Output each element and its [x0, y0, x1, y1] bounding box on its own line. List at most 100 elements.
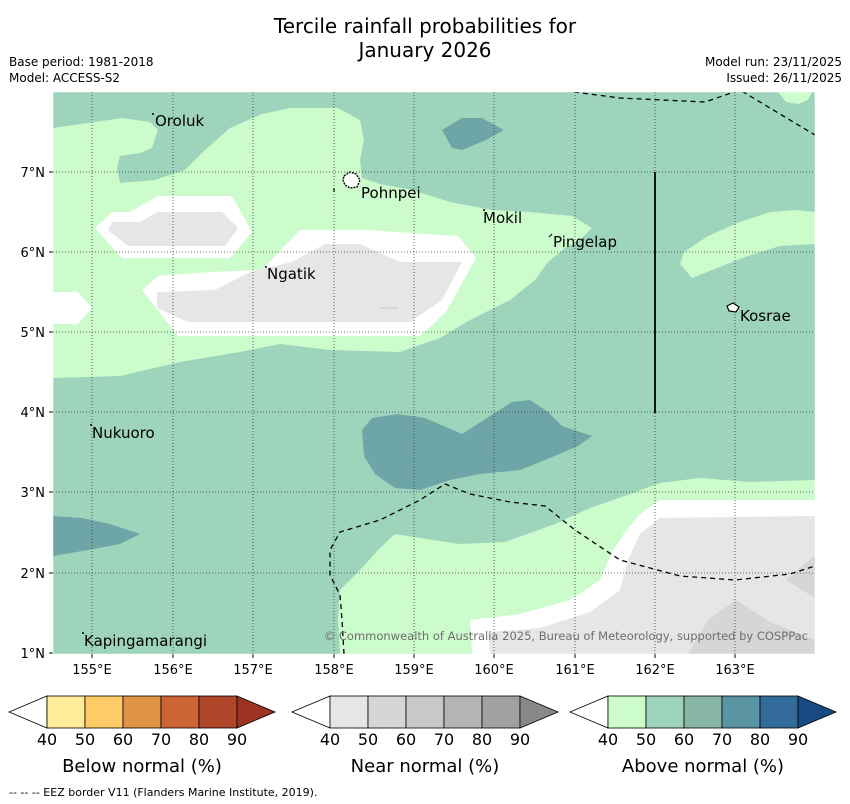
above-legend-box [683, 695, 723, 729]
place-pingelap: Pingelap [553, 233, 617, 251]
map-frame [52, 91, 816, 655]
lat-label: 3°N [21, 486, 46, 501]
lat-label: 6°N [21, 246, 46, 261]
above-legend-tick: 40 [598, 730, 618, 749]
below-legend-tick: 70 [151, 730, 171, 749]
region-above-50-topright [778, 92, 812, 104]
below-legend-box [84, 695, 124, 729]
near-legend-box [443, 695, 483, 729]
below-legend-extend-high [236, 695, 277, 729]
lat-label: 7°N [21, 166, 46, 181]
near-legend-box [405, 695, 445, 729]
lat-label: 5°N [21, 326, 46, 341]
legends: 40 50 60 70 80 90 Below normal (%) 40 50 60 70 80 90… [7, 695, 838, 777]
below-legend-caption: Below normal (%) [62, 756, 222, 777]
near-legend-extend-low [290, 695, 331, 729]
map-area: Oroluk Pohnpei Mokil Pingelap Ngatik Kos… [53, 92, 815, 654]
near-normal-region-2 [157, 244, 462, 322]
region-above-70-central [362, 400, 592, 490]
above-legend-tick: 60 [674, 730, 694, 749]
lon-label: 162°E [635, 663, 675, 678]
below-legend-box [46, 695, 86, 729]
place-nukuoro: Nukuoro [92, 424, 155, 442]
kosrae-island [726, 302, 740, 313]
kapingamarangi-atoll [82, 632, 84, 634]
above-legend-extend-high [797, 695, 838, 729]
near-legend-tick: 50 [358, 730, 378, 749]
mokil-atoll [483, 209, 485, 211]
above-legend-caption: Above normal (%) [622, 756, 784, 777]
axis-ticks [49, 171, 736, 658]
region-above-70-north [442, 118, 504, 150]
region-above-70-west [53, 516, 140, 556]
place-ngatik: Ngatik [267, 265, 316, 283]
eez-borders [329, 92, 815, 654]
above-legend-tick: 70 [712, 730, 732, 749]
meta-right: Model run: 23/11/2025 Issued: 26/11/2025 [705, 54, 842, 86]
nukuoro-atoll [90, 424, 92, 426]
below-legend-extend-low [7, 695, 48, 729]
model-name: Model: ACCESS-S2 [9, 71, 121, 85]
above-legend-tick: 50 [636, 730, 656, 749]
above-legend-tick: 80 [750, 730, 770, 749]
near-legend-tick: 70 [434, 730, 454, 749]
near-legend-tick: 40 [320, 730, 340, 749]
chart-title: Tercile rainfall probabilities for Janua… [0, 14, 850, 62]
place-mokil: Mokil [483, 209, 522, 227]
near-legend-tick: 60 [396, 730, 416, 749]
place-kapingamarangi: Kapingamarangi [84, 632, 207, 650]
lon-label: 158°E [314, 663, 354, 678]
lon-label: 155°E [72, 663, 112, 678]
lat-label: 2°N [21, 567, 46, 582]
lon-label: 156°E [153, 663, 193, 678]
near-legend-box [329, 695, 369, 729]
near-normal-region-1 [108, 212, 238, 246]
near-legend-box [367, 695, 407, 729]
region-above-50-east [680, 210, 815, 278]
near-legend-box [481, 695, 521, 729]
lat-label: 4°N [21, 406, 46, 421]
model-run: Model run: 23/11/2025 [704, 55, 842, 69]
place-kosrae: Kosrae [740, 307, 791, 325]
below-legend-tick: 40 [37, 730, 57, 749]
lon-label: 161°E [555, 663, 595, 678]
place-pohnpei: Pohnpei [361, 184, 421, 202]
base-period: Base period: 1981-2018 [9, 55, 154, 69]
above-legend-box [759, 695, 799, 729]
lon-label: 159°E [394, 663, 434, 678]
pingelap-atoll [548, 233, 553, 238]
meta-left: Base period: 1981-2018 Model: ACCESS-S2 [9, 54, 154, 86]
copyright-notice: © Commonwealth of Australia 2025, Bureau… [324, 629, 808, 643]
below-legend-box [198, 695, 238, 729]
near-legend-extend-high [519, 695, 560, 729]
near-legend-caption: Near normal (%) [351, 756, 500, 777]
above-legend-extend-low [568, 695, 609, 729]
lon-label: 163°E [715, 663, 755, 678]
lon-label: 160°E [474, 663, 514, 678]
near-normal-halo-west [53, 292, 92, 324]
place-oroluk: Oroluk [155, 112, 204, 130]
below-legend-tick: 60 [113, 730, 133, 749]
below-legend-box [160, 695, 200, 729]
above-legend-box [645, 695, 685, 729]
ngatik-atoll [265, 266, 267, 268]
below-legend-tick: 50 [75, 730, 95, 749]
title-line-1: Tercile rainfall probabilities for [273, 14, 577, 38]
title-line-2: January 2026 [358, 38, 492, 62]
pohnpei-island [342, 171, 361, 189]
below-legend-box [122, 695, 162, 729]
below-legend-tick: 90 [227, 730, 247, 749]
below-legend-tick: 80 [189, 730, 209, 749]
near-normal-60-region [688, 555, 815, 654]
issued-date: Issued: 26/11/2025 [726, 71, 842, 85]
above-legend-box [607, 695, 647, 729]
lat-label: 1°N [21, 647, 46, 662]
near-legend-tick: 80 [472, 730, 492, 749]
above-legend-box [721, 695, 761, 729]
oroluk-atoll [152, 113, 154, 115]
above-legend-tick: 90 [788, 730, 808, 749]
near-legend-tick: 90 [510, 730, 530, 749]
lon-label: 157°E [233, 663, 273, 678]
eez-footnote: -- -- -- EEZ border V11 (Flanders Marine… [9, 786, 318, 799]
